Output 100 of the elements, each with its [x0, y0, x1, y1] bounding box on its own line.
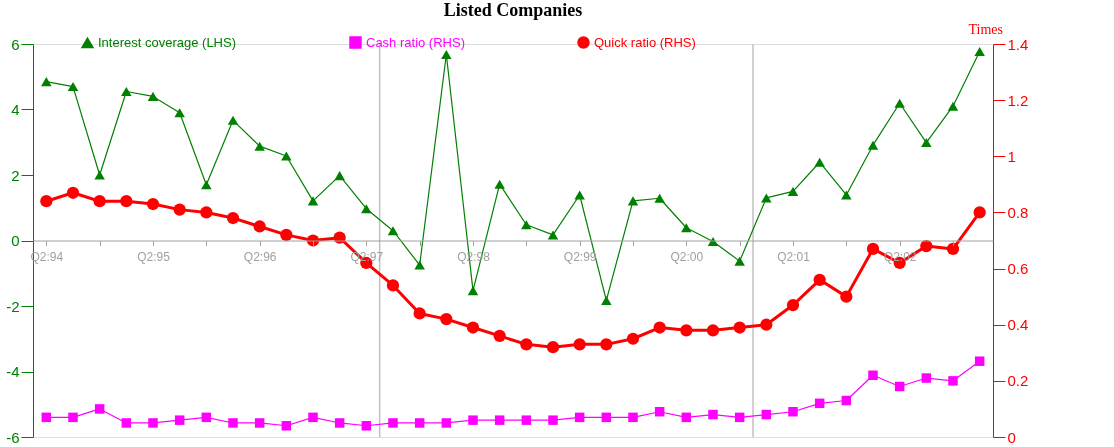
point — [414, 418, 425, 428]
point — [841, 190, 852, 200]
point — [973, 206, 986, 219]
point — [681, 223, 692, 233]
point — [308, 412, 318, 423]
point — [493, 329, 506, 343]
point — [574, 412, 585, 423]
y2-tick-label: 1.4 — [1007, 35, 1029, 53]
point — [66, 186, 80, 199]
point — [334, 171, 345, 181]
point — [227, 115, 239, 125]
point — [334, 418, 345, 428]
point — [974, 356, 985, 366]
point — [467, 286, 479, 296]
point — [813, 273, 826, 286]
point — [628, 412, 638, 423]
point — [147, 91, 159, 101]
point — [681, 412, 692, 423]
point — [547, 230, 559, 240]
y-tick-label: -2 — [6, 297, 20, 315]
y-tick-label: 2 — [11, 166, 20, 184]
point — [94, 404, 105, 414]
point — [654, 406, 665, 417]
point — [494, 415, 505, 425]
point — [41, 77, 52, 87]
point — [574, 190, 585, 200]
x-tick-label: Q2:96 — [243, 250, 277, 264]
point — [388, 418, 398, 428]
point — [494, 179, 505, 189]
point — [121, 86, 132, 97]
y-tick-label: -4 — [6, 363, 20, 380]
point — [867, 140, 879, 150]
chart-title: Listed Companies — [443, 0, 583, 20]
point — [226, 211, 240, 225]
point — [734, 412, 745, 423]
point — [787, 186, 799, 196]
point — [948, 376, 958, 386]
y2-tick-label: 0.2 — [1007, 372, 1029, 390]
y2-tick-label: 1 — [1007, 147, 1016, 165]
y2-tick-label: 0.4 — [1007, 316, 1029, 334]
x-tick-label: Q2:95 — [137, 250, 171, 264]
point — [974, 46, 985, 57]
point — [626, 332, 640, 345]
y-tick-label: 6 — [11, 35, 20, 53]
y2-tick-label: 0.6 — [1007, 260, 1029, 278]
point — [814, 157, 825, 167]
point — [733, 321, 746, 334]
point — [281, 421, 292, 431]
point — [67, 82, 79, 92]
point — [121, 418, 132, 428]
point — [361, 421, 372, 431]
point — [173, 203, 186, 216]
point — [413, 307, 426, 320]
point — [761, 409, 772, 420]
y2-tick-label: 0 — [1007, 428, 1016, 446]
point — [94, 170, 105, 180]
point — [814, 398, 825, 409]
legend-label: Cash ratio (RHS) — [366, 34, 465, 50]
point — [228, 418, 238, 428]
point — [708, 409, 718, 420]
point — [174, 108, 185, 118]
point — [387, 226, 399, 236]
point — [653, 321, 666, 334]
point — [441, 418, 452, 428]
point — [521, 220, 532, 230]
point — [786, 298, 800, 312]
point — [946, 242, 960, 256]
point — [734, 256, 745, 266]
point — [93, 195, 106, 208]
point — [601, 412, 612, 423]
point — [201, 180, 212, 190]
point — [548, 415, 558, 425]
point — [841, 395, 852, 406]
y2-axis-title: Times — [968, 21, 1004, 37]
x-tick-label: Q2:00 — [670, 250, 704, 264]
point — [386, 279, 400, 292]
point — [894, 381, 905, 392]
point — [41, 412, 52, 423]
point — [520, 338, 533, 351]
point — [281, 151, 292, 161]
point — [254, 141, 265, 151]
point — [254, 418, 265, 428]
point — [68, 412, 78, 423]
point — [627, 196, 639, 206]
point — [573, 338, 586, 351]
point — [546, 341, 560, 354]
x-tick-label: Q2:01 — [777, 250, 811, 264]
point — [120, 195, 133, 208]
point — [146, 197, 160, 211]
point — [840, 290, 853, 303]
point — [40, 195, 53, 208]
point — [866, 242, 880, 256]
point — [280, 228, 293, 241]
point — [441, 49, 452, 60]
point — [601, 295, 612, 305]
y-tick-label: 0 — [11, 232, 20, 249]
point — [253, 220, 266, 233]
point — [440, 312, 453, 326]
point — [921, 138, 932, 148]
point — [788, 406, 798, 417]
